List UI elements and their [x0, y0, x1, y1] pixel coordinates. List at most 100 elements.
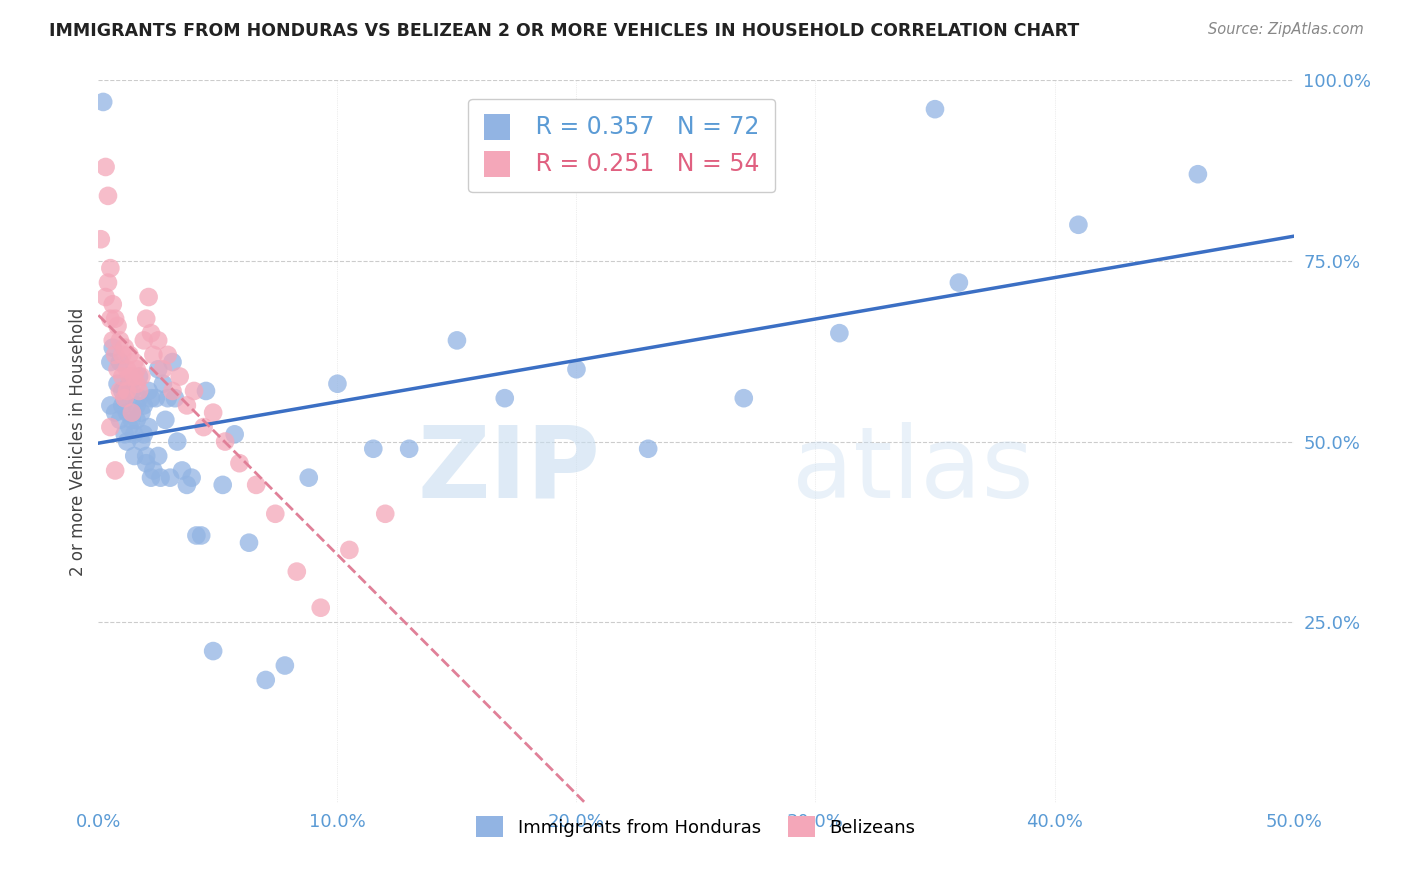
Point: [733, 391, 755, 405]
Text: atlas: atlas: [792, 422, 1033, 519]
Point: [202, 406, 225, 420]
Point: [202, 644, 225, 658]
Text: IMMIGRANTS FROM HONDURAS VS BELIZEAN 2 OR MORE VEHICLES IN HOUSEHOLD CORRELATION: IMMIGRANTS FROM HONDURAS VS BELIZEAN 2 O…: [49, 22, 1080, 40]
Point: [142, 348, 165, 362]
Point: [374, 507, 396, 521]
Point: [114, 391, 136, 405]
Point: [115, 434, 138, 449]
Point: [104, 348, 127, 362]
Point: [135, 449, 157, 463]
Point: [195, 384, 218, 398]
Point: [118, 420, 141, 434]
Point: [152, 362, 174, 376]
Point: [111, 369, 134, 384]
Point: [172, 463, 194, 477]
Point: [156, 391, 179, 405]
Point: [91, 95, 114, 109]
Point: [98, 420, 122, 434]
Point: [114, 341, 136, 355]
Point: [166, 434, 188, 449]
Point: [162, 355, 184, 369]
Point: [101, 334, 124, 348]
Point: [104, 406, 127, 420]
Point: [97, 276, 120, 290]
Point: [224, 427, 246, 442]
Point: [128, 391, 150, 405]
Point: [115, 406, 138, 420]
Point: [238, 535, 260, 549]
Point: [108, 355, 131, 369]
Point: [121, 406, 143, 420]
Point: [148, 334, 170, 348]
Point: [97, 189, 120, 203]
Point: [145, 391, 167, 405]
Point: [104, 311, 127, 326]
Point: [118, 376, 141, 391]
Point: [115, 384, 138, 398]
Point: [138, 384, 160, 398]
Point: [828, 326, 851, 340]
Point: [245, 478, 267, 492]
Text: Source: ZipAtlas.com: Source: ZipAtlas.com: [1208, 22, 1364, 37]
Point: [285, 565, 308, 579]
Point: [176, 398, 198, 412]
Point: [114, 391, 136, 405]
Point: [132, 427, 155, 442]
Point: [121, 413, 143, 427]
Point: [142, 463, 165, 477]
Point: [125, 398, 148, 412]
Point: [152, 376, 174, 391]
Point: [98, 398, 122, 412]
Point: [125, 413, 148, 427]
Point: [169, 369, 191, 384]
Point: [135, 456, 157, 470]
Point: [190, 528, 212, 542]
Point: [155, 413, 177, 427]
Point: [124, 355, 146, 369]
Point: [162, 384, 184, 398]
Point: [183, 384, 205, 398]
Point: [131, 434, 153, 449]
Point: [132, 334, 155, 348]
Point: [132, 398, 155, 412]
Point: [111, 348, 134, 362]
Point: [264, 507, 287, 521]
Point: [131, 369, 153, 384]
Point: [108, 384, 131, 398]
Point: [98, 311, 122, 326]
Point: [125, 362, 148, 376]
Point: [121, 384, 143, 398]
Point: [139, 326, 162, 340]
Point: [254, 673, 277, 687]
Point: [128, 369, 150, 384]
Point: [114, 427, 136, 442]
Point: [211, 478, 233, 492]
Y-axis label: 2 or more Vehicles in Household: 2 or more Vehicles in Household: [69, 308, 87, 575]
Point: [94, 290, 117, 304]
Point: [115, 362, 138, 376]
Point: [107, 376, 129, 391]
Point: [108, 334, 131, 348]
Point: [124, 449, 146, 463]
Point: [1067, 218, 1090, 232]
Point: [494, 391, 516, 405]
Point: [111, 384, 134, 398]
Point: [104, 463, 127, 477]
Point: [149, 470, 172, 484]
Point: [138, 290, 160, 304]
Point: [124, 369, 146, 384]
Point: [180, 470, 202, 484]
Point: [398, 442, 420, 456]
Point: [637, 442, 659, 456]
Point: [111, 398, 134, 412]
Point: [107, 362, 129, 376]
Point: [326, 376, 349, 391]
Point: [139, 391, 162, 405]
Point: [90, 232, 112, 246]
Point: [118, 369, 141, 384]
Point: [274, 658, 297, 673]
Point: [186, 528, 208, 542]
Point: [128, 384, 150, 398]
Legend: Immigrants from Honduras, Belizeans: Immigrants from Honduras, Belizeans: [470, 809, 922, 845]
Point: [948, 276, 970, 290]
